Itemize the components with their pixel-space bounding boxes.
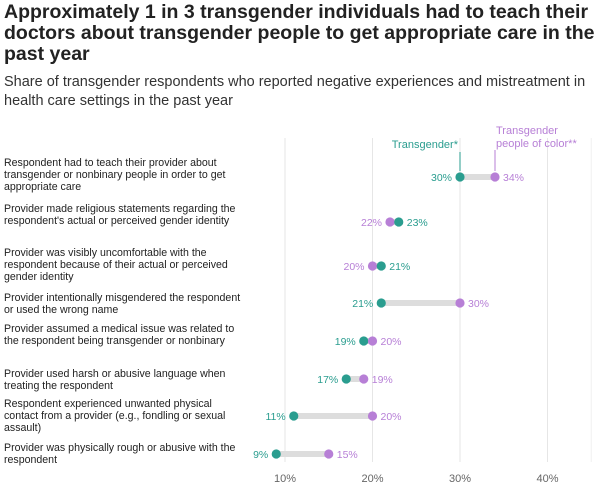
row-label-7: Provider was physically rough or abusive… [4, 442, 236, 466]
row-label-6: Respondent experienced unwanted physical… [4, 398, 226, 434]
value-label-transgender: 19% [335, 336, 356, 348]
value-label-transgender: 21% [352, 298, 373, 310]
value-label-transgender: 9% [253, 449, 268, 461]
value-label-poc: 20% [381, 411, 402, 423]
value-label-transgender: 21% [389, 261, 410, 273]
value-label-poc: 22% [361, 217, 382, 229]
dot-poc [367, 336, 378, 346]
row-label-0: Respondent had to teach their provider a… [4, 157, 226, 193]
legend-poc-line2: people of color** [496, 138, 577, 150]
dots [271, 172, 500, 459]
value-label-poc: 20% [381, 336, 402, 348]
dot-transgender [455, 172, 465, 182]
dot-poc [359, 374, 369, 384]
value-labels: 30% 34% 23% 22% 21% 20% 21% 30% 19% 20% 17% 19% 11% 2… [253, 172, 524, 461]
dot-poc [367, 411, 378, 421]
dot-poc [385, 217, 395, 227]
x-tick-label: 20% [361, 473, 383, 485]
row-label-5: Provider used harsh or abusive language … [4, 368, 226, 392]
chart-title: Approximately 1 in 3 transgender individ… [4, 1, 595, 65]
value-label-transgender: 11% [266, 411, 286, 423]
value-label-poc: 15% [337, 449, 358, 461]
dot-transgender [359, 336, 369, 346]
dot-transgender [376, 261, 386, 271]
x-tick-label: 10% [274, 473, 296, 485]
row-label-4: Provider assumed a medical issue was rel… [4, 323, 235, 347]
value-label-poc: 19% [372, 374, 393, 386]
legend-poc-line1: Transgender [496, 125, 558, 137]
value-label-transgender: 30% [431, 172, 452, 184]
row-label-3: Provider intentionally misgendered the r… [4, 292, 241, 316]
dot-transgender [376, 298, 386, 308]
gridlines [284, 138, 592, 462]
x-tick-label: 40% [536, 473, 558, 485]
value-label-poc: 30% [468, 298, 489, 310]
row-label-1: Provider made religious statements regar… [4, 203, 236, 227]
legend-transgender: Transgender* [392, 139, 459, 151]
value-label-transgender: 17% [317, 374, 338, 386]
row-label-2: Provider was visibly uncomfortable with … [4, 247, 228, 283]
value-label-poc: 34% [503, 172, 524, 184]
dot-poc [490, 172, 500, 182]
dot-transgender [289, 411, 299, 421]
dot-poc [324, 449, 334, 459]
x-axis-ticks: 10% 20% 30% 40% [274, 473, 559, 485]
dot-poc [367, 261, 378, 271]
x-tick-label: 30% [449, 473, 471, 485]
dot-transgender [271, 449, 281, 459]
chart-subtitle: Share of transgender respondents who rep… [4, 74, 586, 109]
value-label-poc: 20% [343, 261, 364, 273]
dot-poc [455, 298, 465, 308]
dot-transgender [341, 374, 351, 384]
value-label-transgender: 23% [407, 217, 428, 229]
dot-transgender [394, 217, 404, 227]
